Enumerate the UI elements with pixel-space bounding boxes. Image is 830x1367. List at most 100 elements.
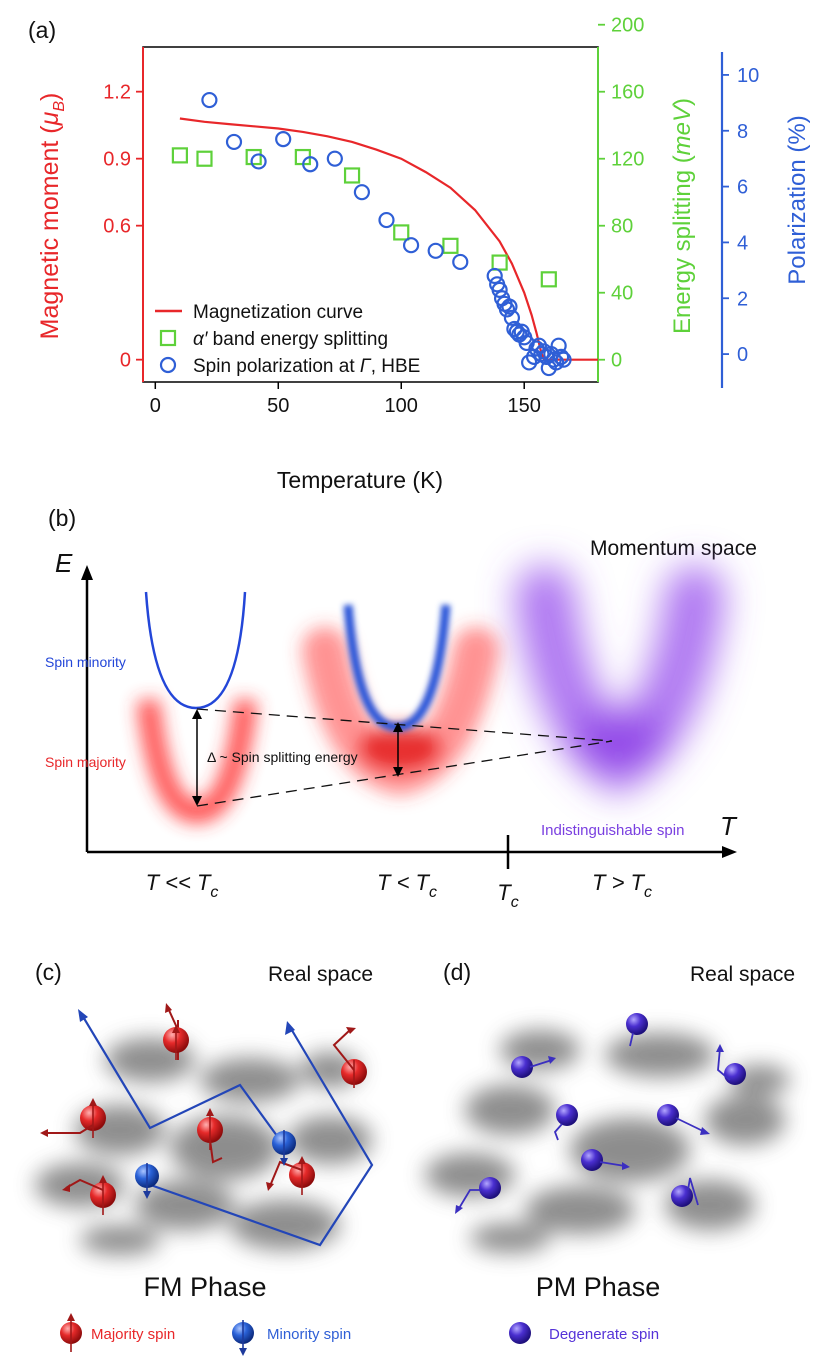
polarization-point — [378, 211, 395, 229]
polarization-point — [486, 267, 503, 285]
fm-phase-label: FM Phase — [143, 1272, 266, 1302]
indistinguishable-spin-label: Indistinguishable spin — [541, 822, 684, 839]
panel-c-diagram: (c) Real space FM Phase — [35, 959, 374, 1302]
majority-spin-3 — [40, 1098, 106, 1138]
energy-axis-label: E — [55, 548, 73, 578]
middle-tick-label: 160 — [611, 82, 644, 104]
polarization-point — [452, 253, 469, 271]
majority-spin-4 — [197, 1108, 223, 1164]
x-tick-label: 150 — [508, 395, 541, 417]
right-tick-label: 8 — [737, 121, 748, 143]
panel-b-diagram: (b) Momentum space E T — [45, 505, 757, 911]
majority-spin-5 — [266, 1156, 315, 1195]
legend-label: Magnetization curve — [193, 302, 363, 323]
x-tick-label: 0 — [150, 395, 161, 417]
polarization-point — [302, 156, 319, 173]
energy-splitting-point — [491, 254, 508, 271]
degenerate-spin-2 — [511, 1056, 556, 1078]
polarization-point — [503, 309, 521, 326]
degenerate-spin-4 — [553, 1104, 578, 1141]
spin-minority-label: Spin minority — [45, 654, 126, 670]
right-tick-label: 10 — [737, 65, 759, 87]
left-tick-label: 0.6 — [103, 216, 131, 238]
legend-label: Spin polarization at Γ, HBE — [193, 356, 420, 377]
polarization-point — [553, 348, 570, 365]
panel-b-label: (b) — [48, 505, 76, 531]
majority-spin-6 — [62, 1175, 116, 1215]
right-tick-label: 6 — [737, 177, 748, 199]
polarization-point — [353, 184, 370, 201]
panel-a-chart: (a) 0 0.6 0.9 1.2 0 40 80 120 160 200 0 2 4 6 8 10 0 5… — [28, 15, 811, 493]
legend-circle-marker — [159, 356, 177, 374]
pm-phase-label: PM Phase — [536, 1272, 661, 1302]
panel-d-label: (d) — [443, 959, 471, 985]
middle-tick-label: 0 — [611, 350, 622, 372]
t-label-tc: Tc — [497, 880, 518, 911]
x-axis: 0 50 100 150 — [150, 382, 541, 417]
polarization-point — [275, 131, 292, 148]
polarization-point — [501, 298, 518, 315]
temperature-axis-arrow — [722, 846, 737, 858]
real-space-title-d: Real space — [690, 963, 795, 986]
panel-d-diagram: (d) Real space PM Phase — [425, 959, 795, 1302]
energy-axis-arrow — [81, 565, 93, 580]
right-tick-label: 4 — [737, 232, 748, 254]
electron-path — [78, 1009, 374, 1247]
momentum-space-title: Momentum space — [590, 537, 757, 560]
right-tick-label: 2 — [737, 288, 748, 310]
x-axis-label: Temperature (K) — [277, 467, 443, 493]
minority-spin-2 — [135, 1163, 159, 1199]
energy-splitting-point — [343, 167, 361, 184]
splitting-arrow-mid — [393, 722, 403, 777]
polarization-point — [326, 150, 343, 167]
legend-majority-label: Majority spin — [91, 1326, 175, 1343]
degenerate-band-cloud — [515, 565, 725, 797]
minority-spin-1 — [272, 1130, 296, 1166]
middle-axis-label: Energy splitting (meV) — [669, 98, 696, 334]
right-axis-label: Polarization (%) — [784, 115, 811, 284]
polarization-point — [491, 281, 508, 298]
left-tick-label: 0.9 — [103, 149, 131, 171]
majority-spin-2 — [332, 1027, 367, 1088]
x-tick-label: 100 — [385, 395, 418, 417]
energy-splitting-point — [171, 147, 188, 164]
degenerate-spin-3 — [716, 1044, 746, 1085]
degenerate-spin-5 — [657, 1104, 710, 1135]
right-tick-label: 0 — [737, 344, 748, 366]
energy-splitting-point — [196, 150, 213, 167]
energy-splitting-point — [245, 148, 262, 166]
polarization-point — [402, 237, 420, 254]
polarization-point — [427, 242, 444, 259]
right-axis: 0 2 4 6 8 10 — [720, 52, 759, 388]
t-label-mid: T < Tc — [377, 870, 437, 901]
x-tick-label: 50 — [267, 395, 289, 417]
spin-legend: Majority spin Minority spin Degenerate s… — [60, 1313, 659, 1356]
polarization-point — [545, 351, 562, 368]
minority-band-left — [144, 591, 247, 710]
energy-splitting-point — [442, 237, 459, 254]
legend-degenerate-icon — [509, 1322, 531, 1344]
t-label-low: T << Tc — [146, 870, 219, 901]
legend-label: α′ band energy splitting — [193, 329, 388, 350]
legend-majority-icon — [60, 1313, 82, 1352]
degenerate-spin-8 — [671, 1177, 699, 1207]
polarization-point — [250, 153, 267, 170]
left-tick-label: 0 — [120, 350, 131, 372]
polarization-point — [498, 301, 516, 318]
middle-tick-label: 120 — [611, 149, 644, 171]
polarization-point — [550, 337, 567, 354]
polarization-point — [225, 133, 243, 151]
majority-spin-1 — [163, 1003, 189, 1060]
t-label-high: T > Tc — [592, 870, 652, 901]
series-layer — [171, 91, 598, 377]
degenerate-spin-6 — [581, 1149, 630, 1171]
legend-minority-icon — [232, 1320, 254, 1356]
spin-majority-label: Spin majority — [45, 754, 126, 770]
left-axis: 0 0.6 0.9 1.2 — [103, 47, 144, 382]
legend: Magnetization curve α′ band energy splitt… — [155, 302, 420, 377]
middle-tick-label: 40 — [611, 283, 633, 305]
degenerate-spin-1 — [626, 1013, 648, 1047]
polarization-point — [555, 351, 572, 368]
magnetization-curve — [179, 117, 598, 361]
